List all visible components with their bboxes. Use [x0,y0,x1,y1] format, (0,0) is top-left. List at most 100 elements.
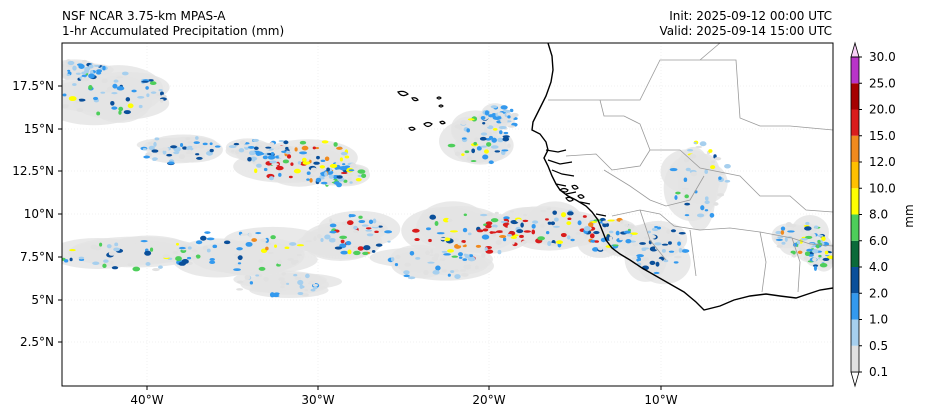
precip-haze [62,237,147,269]
precip-cell [523,213,528,217]
colorbar-label: 0.1 [869,365,888,379]
precip-cell [644,236,649,240]
precip-cell [554,217,559,222]
precip-cell [113,79,119,83]
colorbar-label: 30.0 [869,50,896,64]
colorbar-bin [851,135,859,162]
precip-cell [113,247,120,252]
precip-cell [349,181,353,184]
precip-cell [432,270,440,275]
precip-cell [491,232,497,237]
precip-cell [656,230,660,234]
precip-cell [800,237,808,241]
precip-cell [492,224,498,228]
precip-cell [88,85,93,90]
precip-cell [476,146,482,151]
precip-cell [181,259,189,264]
precip-cell [153,141,157,147]
precip-cell [479,213,488,217]
precip-cell [814,225,819,229]
precip-cell [342,163,346,166]
precip-cell [429,254,434,257]
precip-cell [141,80,149,83]
precip-cell [493,131,498,134]
precip-cell [324,234,331,240]
precip-cell [495,240,502,246]
precip-cell [100,91,106,94]
precip-cell [159,99,164,102]
precip-cell [361,173,367,179]
precip-cell [110,260,114,265]
colorbar: 0.1 0.5 1.0 2.0 4.0 6.0 8.0 10.0 12.0 15.0 20.0 25.… [850,41,916,388]
precip-cell [434,221,439,227]
precip-cell [441,269,447,273]
precip-cell [350,163,356,167]
precip-cell [471,148,476,154]
precip-cell [251,238,258,242]
precip-cell [285,151,291,154]
precip-cell [308,174,315,178]
precip-cell [695,145,703,149]
precip-cell [102,65,106,71]
precip-cell [84,66,91,71]
precip-cell [138,104,143,109]
precip-cell [498,235,507,238]
precip-cell [347,176,352,181]
precip-cell [678,232,686,235]
precip-cell [329,230,337,234]
precip-cell [366,233,374,237]
lat-label: 12.5°N [12,164,54,178]
precip-cell [186,145,194,151]
precip-cell [313,161,320,165]
precip-cell [501,149,509,152]
precip-cell [502,228,510,234]
colorbar-label: 4.0 [869,260,888,274]
precip-cell [828,253,833,257]
precip-cell [326,167,330,172]
precip-cell [271,162,279,166]
precip-cell [492,128,498,131]
precip-cell [368,219,374,225]
precip-cell [143,155,151,159]
precip-cell [493,123,500,127]
precip-cell [195,240,203,245]
precip-cell [348,213,352,218]
precip-cell [166,153,173,157]
colorbar-extend-high [850,41,860,58]
precip-cell [251,156,256,162]
precip-cell [172,250,179,255]
precip-cell [75,98,80,104]
precip-cell [265,242,272,246]
precip-cell [699,141,707,147]
bijagos-islands [558,184,585,202]
precip-cell [197,144,205,149]
precip-cell [608,230,614,234]
precip-cell [473,141,477,146]
precip-cell [248,145,255,149]
precip-cell [145,262,151,266]
precip-cell [791,252,797,258]
precip-cell [609,236,613,242]
precip-cell [255,150,261,157]
title-left: NSF NCAR 3.75-km MPAS-A 1-hr Accumulated… [62,9,284,39]
precip-cell [328,237,336,243]
precip-cell [334,246,343,250]
precip-cell [334,181,340,185]
precip-cell [137,95,145,99]
precip-cell [116,76,124,79]
precip-cell [502,237,507,242]
precip-cell [352,245,358,249]
precip-cell [283,140,289,145]
precip-cell [116,86,125,91]
precip-cell [425,250,430,256]
precip-cell [239,140,246,145]
precip-cell [345,240,352,246]
precip-cell [209,148,214,153]
precip-cell [499,130,503,135]
precip-cell [713,202,719,206]
precip-cell [494,211,499,215]
precip-cell [693,141,697,145]
precip-cell [358,219,366,224]
precip-cell [96,71,102,75]
precip-cell [531,223,536,229]
